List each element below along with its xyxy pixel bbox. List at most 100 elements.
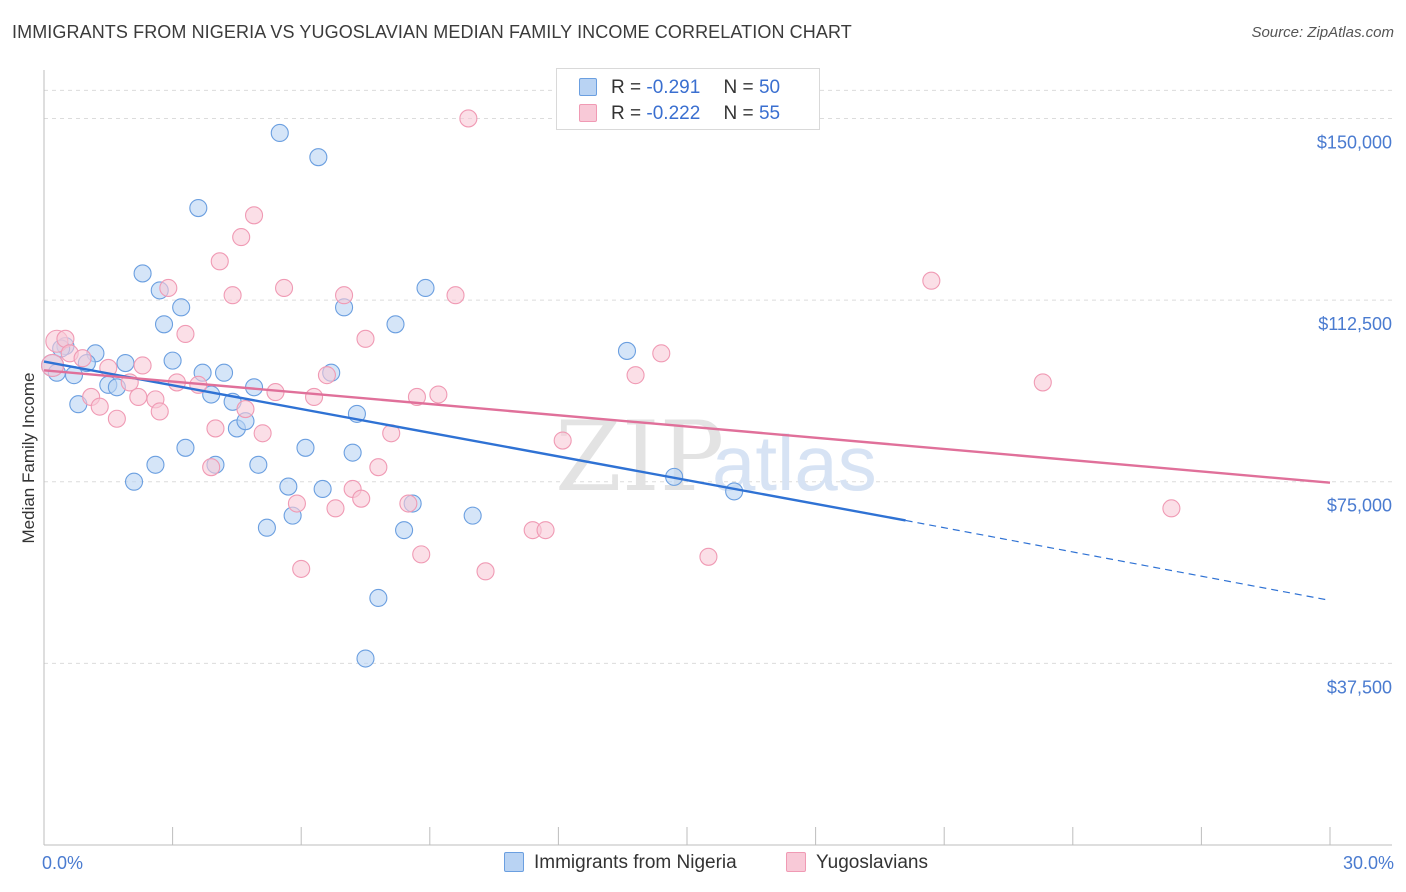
- legend-r-label: R =: [611, 103, 642, 124]
- legend-row-nigeria: R = -0.291 N = 50: [579, 77, 780, 101]
- point-yugoslavians: [476, 562, 495, 581]
- point-nigeria: [395, 521, 414, 540]
- point-yugoslavians: [244, 206, 264, 225]
- legend-r-value: -0.222: [646, 103, 701, 124]
- legend-n-value: 55: [758, 103, 781, 124]
- point-nigeria: [463, 506, 482, 525]
- point-yugoslavians: [232, 228, 251, 247]
- legend-row-yugoslavians: R = -0.222 N = 55: [579, 103, 780, 127]
- point-nigeria: [313, 479, 332, 499]
- correlation-legend: R = -0.291 N = 50 R = -0.222 N = 55: [556, 68, 820, 130]
- point-nigeria: [124, 472, 144, 491]
- series-legend-item-yugoslavians[interactable]: Yugoslavians: [786, 852, 928, 874]
- watermark-zip: ZIP: [555, 401, 724, 513]
- trend-lines: [43, 360, 1331, 601]
- point-nigeria: [214, 363, 234, 382]
- point-yugoslavians: [412, 545, 431, 564]
- tick-labels: $37,500 $75,000 $112,500 $150,000 0.0% 30.0% M…: [19, 132, 1394, 873]
- point-nigeria: [133, 264, 152, 283]
- watermark: ZIP atlas: [555, 401, 877, 513]
- axes: [43, 70, 1392, 846]
- point-yugoslavians: [356, 329, 375, 348]
- point-nigeria: [296, 438, 315, 457]
- point-yugoslavians: [159, 278, 178, 298]
- series-label-nigeria: Immigrants from Nigeria: [534, 852, 737, 873]
- point-yugoslavians: [210, 252, 229, 271]
- point-nigeria: [116, 353, 135, 373]
- point-nigeria: [270, 123, 289, 143]
- point-yugoslavians: [1162, 499, 1181, 518]
- point-yugoslavians: [536, 521, 555, 540]
- point-yugoslavians: [223, 286, 242, 305]
- point-yugoslavians: [176, 324, 195, 344]
- point-yugoslavians: [626, 366, 645, 385]
- point-yugoslavians: [150, 402, 169, 421]
- trend-extension-nigeria: [905, 519, 1331, 601]
- point-yugoslavians: [305, 387, 324, 407]
- point-yugoslavians: [253, 424, 272, 443]
- x-tick-label-max: 30.0%: [1343, 853, 1394, 873]
- legend-r-value: -0.291: [646, 77, 701, 98]
- y-tick-label: $75,000: [1327, 496, 1392, 516]
- point-yugoslavians: [407, 387, 426, 407]
- point-yugoslavians: [429, 385, 448, 404]
- point-yugoslavians: [236, 400, 255, 419]
- point-nigeria: [343, 443, 362, 462]
- point-nigeria: [176, 438, 195, 457]
- point-nigeria: [257, 518, 276, 537]
- point-yugoslavians: [459, 109, 478, 128]
- point-nigeria: [163, 351, 182, 370]
- point-nigeria: [279, 477, 298, 496]
- point-nigeria: [356, 649, 375, 668]
- point-yugoslavians: [73, 349, 92, 368]
- legend-n-value: 50: [758, 77, 781, 98]
- point-nigeria: [617, 341, 637, 360]
- legend-r-label: R =: [611, 77, 642, 98]
- point-yugoslavians: [206, 419, 225, 438]
- point-yugoslavians: [275, 278, 294, 298]
- point-yugoslavians: [369, 458, 388, 477]
- point-yugoslavians: [399, 494, 418, 513]
- x-tick-label-min: 0.0%: [42, 853, 83, 873]
- point-yugoslavians: [292, 559, 311, 578]
- point-yugoslavians: [317, 366, 336, 385]
- chart-title: IMMIGRANTS FROM NIGERIA VS YUGOSLAVIAN M…: [12, 22, 852, 42]
- point-yugoslavians: [699, 547, 718, 566]
- point-yugoslavians: [335, 286, 354, 305]
- point-yugoslavians: [107, 409, 126, 428]
- point-yugoslavians: [922, 271, 941, 290]
- point-yugoslavians: [133, 356, 152, 375]
- point-nigeria: [249, 455, 268, 474]
- point-yugoslavians: [90, 397, 109, 416]
- legend-n-label: N =: [723, 77, 754, 98]
- point-nigeria: [369, 588, 388, 608]
- series-label-yugoslavians: Yugoslavians: [816, 852, 928, 873]
- gridlines: [44, 89, 1392, 664]
- series-legend: Immigrants from Nigeria Yugoslavians: [0, 852, 1406, 880]
- trend-line-yugoslavians: [43, 369, 1331, 484]
- y-tick-label: $150,000: [1317, 132, 1392, 152]
- point-yugoslavians: [1033, 373, 1052, 392]
- point-nigeria: [146, 455, 165, 474]
- point-nigeria: [725, 482, 744, 501]
- source-label: Source: ZipAtlas.com: [1251, 24, 1394, 41]
- point-yugoslavians: [287, 494, 306, 513]
- y-axis-title: Median Family Income: [19, 372, 38, 543]
- y-tick-label: $112,500: [1318, 314, 1392, 334]
- legend-n-label: N =: [723, 103, 754, 124]
- series-legend-item-nigeria[interactable]: Immigrants from Nigeria: [504, 852, 737, 874]
- point-nigeria: [309, 148, 328, 167]
- point-yugoslavians: [446, 286, 465, 305]
- data-points: [41, 109, 1181, 668]
- series-swatch-nigeria: [504, 852, 524, 872]
- point-nigeria: [172, 298, 191, 317]
- point-yugoslavians: [202, 458, 221, 477]
- point-nigeria: [416, 278, 435, 298]
- point-yugoslavians: [326, 499, 345, 518]
- point-nigeria: [386, 315, 405, 334]
- series-swatch-yugoslavians: [786, 852, 806, 872]
- point-yugoslavians: [652, 344, 671, 363]
- y-tick-label: $37,500: [1327, 677, 1392, 697]
- point-yugoslavians: [352, 489, 371, 508]
